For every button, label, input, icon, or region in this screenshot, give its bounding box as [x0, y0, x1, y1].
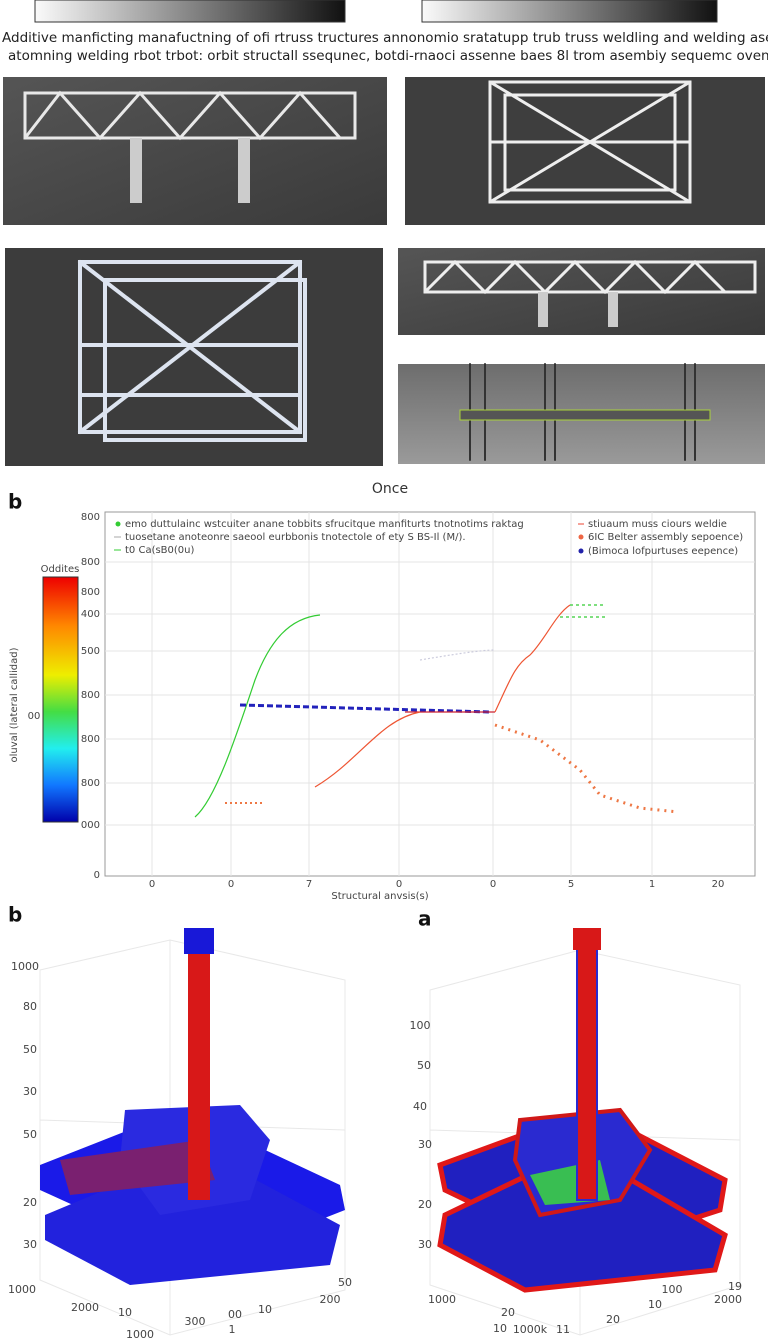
axis-label: 30 [23, 1085, 37, 1098]
legend-entry: emo duttulainc wstcuiter anane tobbits s… [125, 519, 524, 530]
axis-label: 80 [23, 1000, 37, 1013]
chart: 800 800 800 400 500 800 800 800 000 0 0 … [9, 511, 756, 902]
axis-label: 50 [338, 1276, 352, 1289]
axis-label: 30 [418, 1238, 432, 1251]
x-tick-label: 0 [149, 879, 155, 890]
axis-label: 50 [417, 1059, 431, 1072]
x-tick-label: 1 [649, 879, 655, 890]
y-axis-label: oluval (lateral callidad) [9, 647, 20, 762]
legend-entry: (Bimoca lofpurtuses eepence) [588, 546, 738, 557]
y-tick-label: 400 [81, 609, 100, 620]
axis-label: 11 [556, 1323, 570, 1336]
y-tick-label: 000 [81, 820, 100, 831]
panel-label: b [8, 903, 22, 927]
axis-label: 1 [229, 1323, 236, 1336]
legend-entry: tuosetane anoteonre saeool eurbbonis tno… [125, 532, 466, 543]
axis-label: 1000 [8, 1283, 36, 1296]
caption-line: Additive manficting manafuctning of ofi … [2, 30, 768, 46]
axis-label: 19 [728, 1280, 742, 1293]
axis-label: 300 [185, 1315, 206, 1328]
curves [194, 604, 679, 818]
axis-label: 1000k [513, 1323, 548, 1336]
x-axis-label: Structural anvsis(s) [331, 891, 428, 902]
axis-label: 00 [228, 1308, 242, 1321]
chart-title: Once [372, 481, 408, 497]
axis-label: 30 [418, 1138, 432, 1151]
axis-label: 50 [23, 1043, 37, 1056]
axis-label: 1000 [428, 1293, 456, 1306]
axis-label: 20 [23, 1196, 37, 1209]
y-tick-label: 800 [81, 734, 100, 745]
render-right: 100 50 40 30 20 30 1000 20 10 1000k 11 2… [410, 928, 742, 1336]
photos [3, 77, 765, 466]
x-tick-label: 5 [568, 879, 574, 890]
axis-label: 1000 [126, 1328, 154, 1341]
axis-label: 200 [320, 1293, 341, 1306]
axis-label: 100 [410, 1019, 431, 1032]
x-tick-label: 7 [306, 879, 312, 890]
y-tick-label: 800 [81, 690, 100, 701]
x-tick-label: 20 [712, 879, 725, 890]
axis-label: 50 [23, 1128, 37, 1141]
axis-label: 2000 [714, 1293, 742, 1306]
colorbar [42, 576, 79, 823]
caption-line: atomning welding rbot trbot: orbit struc… [8, 48, 768, 64]
colorbar-label: 00 [28, 711, 41, 722]
y-tick-label: 800 [81, 778, 100, 789]
y-tick-label: 800 [81, 587, 100, 598]
top-gradient-bars [34, 0, 718, 23]
legend-entry: t0 Ca(sB0(0u) [125, 545, 195, 556]
colorbar-title: Oddites [41, 564, 80, 575]
axis-label: 20 [606, 1313, 620, 1326]
y-tick-label: 800 [81, 557, 100, 568]
axis-label: 2000 [71, 1301, 99, 1314]
legend: emo duttulainc wstcuiter anane tobbits s… [114, 519, 743, 557]
axis-label: 30 [23, 1238, 37, 1251]
grid [105, 512, 755, 876]
axis-label: 40 [413, 1100, 427, 1113]
axis-label: 1000 [11, 960, 39, 973]
axis-label: 20 [501, 1306, 515, 1319]
legend-entry: 6IC Belter assembly sepoence) [588, 532, 743, 543]
panel-label: a [418, 907, 432, 931]
panel-label: b [8, 490, 22, 514]
y-tick-label: 500 [81, 646, 100, 657]
y-tick-label: 800 [81, 512, 100, 523]
axis-label: 10 [493, 1322, 507, 1335]
x-tick-label: 0 [396, 879, 402, 890]
axis-label: 10 [118, 1306, 132, 1319]
render-left: 1000 80 50 30 50 20 30 1000 2000 10 300 … [8, 928, 352, 1341]
axis-label: 100 [662, 1283, 683, 1296]
axis-label: 20 [418, 1198, 432, 1211]
axis-label: 10 [648, 1298, 662, 1311]
y-tick-label: 0 [94, 870, 100, 881]
x-tick-label: 0 [228, 879, 234, 890]
legend-entry: stiuaum muss ciours weldie [588, 519, 727, 530]
axis-label: 10 [258, 1303, 272, 1316]
x-tick-label: 0 [490, 879, 496, 890]
